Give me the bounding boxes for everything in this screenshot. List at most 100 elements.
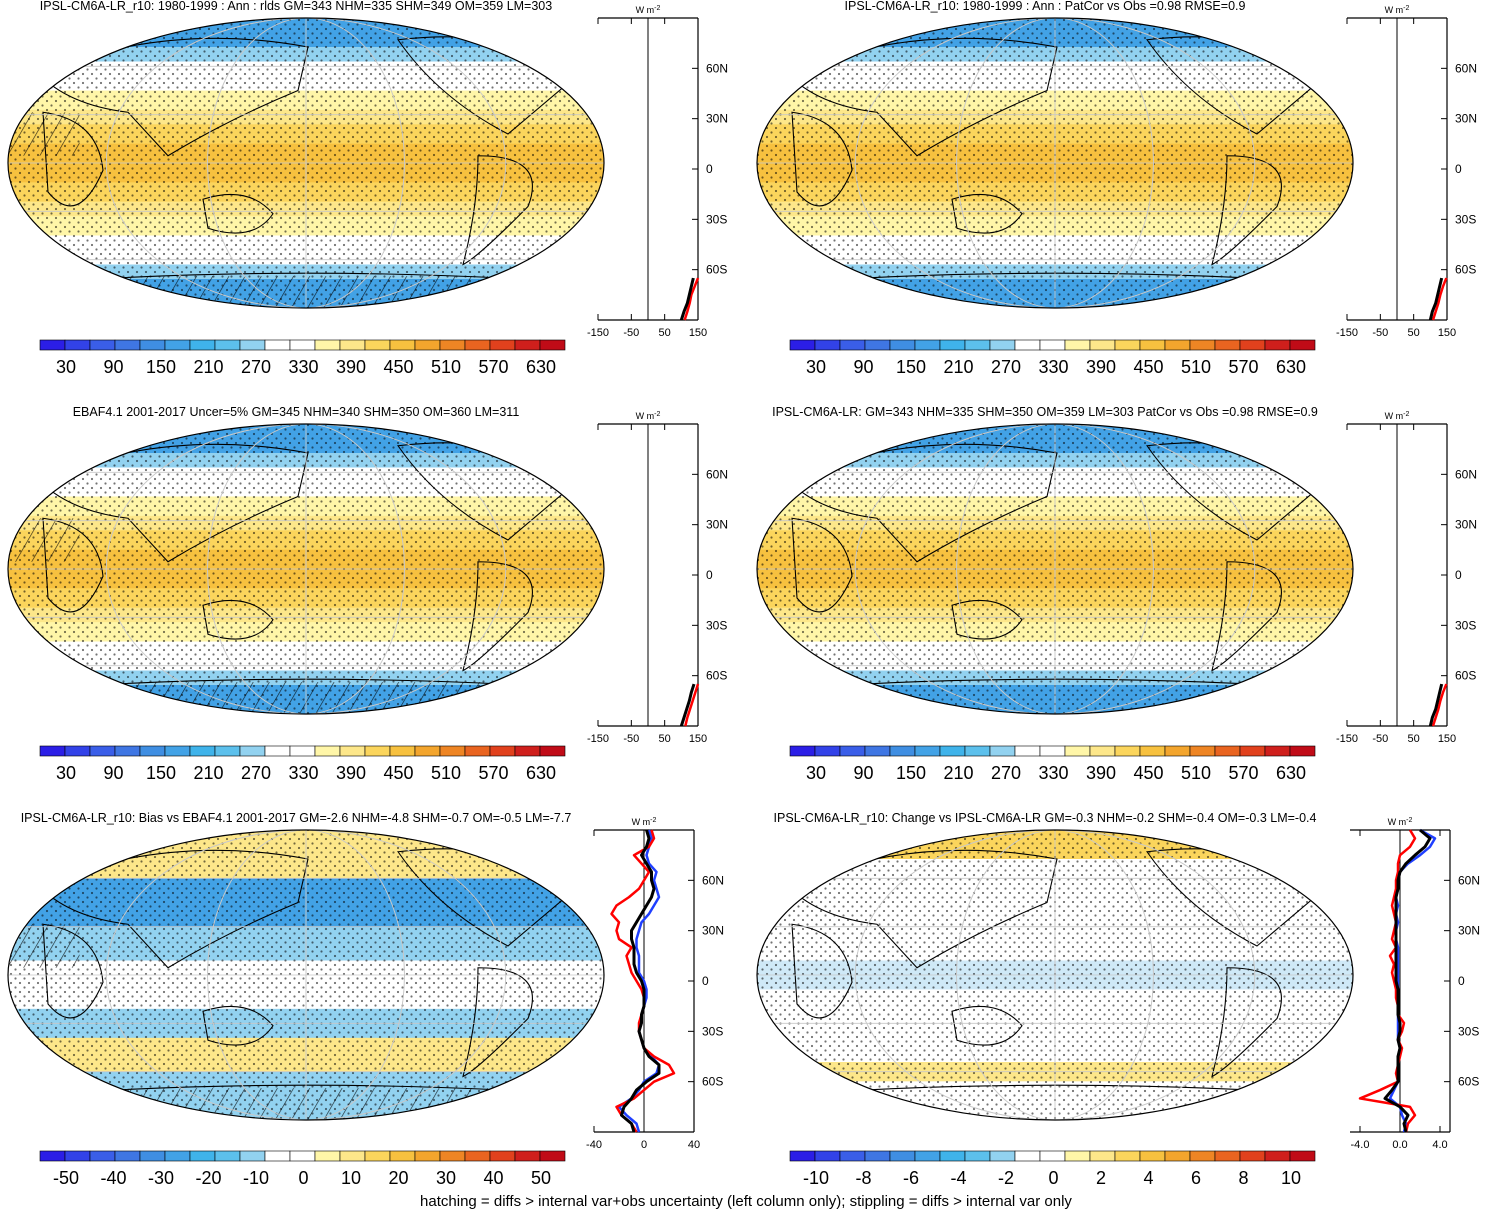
coastline <box>791 923 853 1019</box>
colorbar-tick-label: 10 <box>1281 1168 1301 1188</box>
profile-ytick-label: 30N <box>1455 112 1477 126</box>
colorbar-tick-label: 0 <box>298 1168 308 1188</box>
colorbar-box <box>514 745 541 757</box>
map-border <box>7 829 605 1121</box>
panel-6: IPSL-CM6A-LR_r10: Change vs IPSL-CM6A-LR… <box>756 811 1480 1188</box>
colorbar-tick-label: 570 <box>478 763 508 783</box>
colorbar-box <box>1139 339 1166 351</box>
colorbar: -50 -40 -30 -20 -10 0 10 20 30 40 50 <box>39 1150 566 1188</box>
coastline <box>42 923 104 1019</box>
colorbar-tick-label: 390 <box>336 357 366 377</box>
coastline <box>37 849 309 969</box>
colorbar-tick-label: 10 <box>341 1168 361 1188</box>
map-border <box>756 17 1354 309</box>
colorbar-box <box>239 1150 266 1162</box>
meridian <box>854 830 1256 1120</box>
colorbar-box <box>89 745 116 757</box>
colorbar-tick-label: 90 <box>853 357 873 377</box>
map-border <box>7 423 605 715</box>
colorbar-box <box>1214 339 1241 351</box>
colorbar-tick-label: 210 <box>193 357 223 377</box>
colorbar-box <box>789 339 816 351</box>
profile-xtick-label: -150 <box>587 733 609 745</box>
colorbar-box <box>964 745 991 757</box>
colorbar-box <box>64 1150 91 1162</box>
colorbar-tick-label: 450 <box>383 763 413 783</box>
profile-unit-label: W m-2 <box>632 817 657 828</box>
map-border <box>7 17 605 309</box>
colorbar-box <box>1289 339 1316 351</box>
profile-ytick-label: 0 <box>706 162 713 176</box>
profile-unit-label: W m-2 <box>636 5 661 16</box>
profile-ytick-label: 0 <box>1458 974 1465 988</box>
profile-ytick-label: 60S <box>706 669 727 683</box>
colorbar-tick-label: 150 <box>146 357 176 377</box>
profile-xtick-label: 150 <box>1438 327 1456 339</box>
colorbar: 30 90 150 210 270 330 390 450 510 570 630 <box>789 339 1316 377</box>
profile-ytick-label: 60S <box>702 1075 723 1089</box>
colorbar-box <box>839 339 866 351</box>
colorbar-tick-label: 510 <box>431 357 461 377</box>
profile-xtick-label: 50 <box>659 327 671 339</box>
colorbar-box <box>789 1150 816 1162</box>
profile-ytick-label: 30N <box>1455 518 1477 532</box>
colorbar-tick-label: 630 <box>1276 763 1306 783</box>
coastline <box>462 561 533 672</box>
colorbar-box <box>339 339 366 351</box>
profile-unit-exponent: -2 <box>1403 411 1409 418</box>
colorbar-tick-label: 6 <box>1191 1168 1201 1188</box>
profile-xtick-label: 150 <box>689 327 707 339</box>
profile-line-red <box>1431 683 1448 727</box>
profile-unit-label: W m-2 <box>1385 411 1410 422</box>
zonal-profile: W m-2 -150 -50 50 150 60N 30N 0 30S 60S <box>587 5 728 340</box>
colorbar-box <box>314 1150 341 1162</box>
profile-xtick-label: -50 <box>1372 327 1388 339</box>
profile-line-black <box>679 683 696 727</box>
colorbar-tick-label: 330 <box>1038 357 1068 377</box>
map <box>8 424 604 714</box>
colorbar-box <box>239 745 266 757</box>
colorbar-box <box>264 1150 291 1162</box>
profile-line-black <box>679 277 695 321</box>
coastline <box>791 111 853 207</box>
meridian <box>854 424 1256 714</box>
colorbar-box <box>1114 745 1141 757</box>
colorbar-tick-label: 570 <box>1228 763 1258 783</box>
profile-xtick-label: -150 <box>1336 733 1358 745</box>
colorbar-box <box>214 745 241 757</box>
colorbar-tick-label: 270 <box>991 357 1021 377</box>
coastline <box>1211 967 1282 1078</box>
profile-unit-label: W m-2 <box>1385 5 1410 16</box>
colorbar-box <box>914 745 941 757</box>
colorbar-box <box>164 339 191 351</box>
colorbar-box <box>1164 1150 1191 1162</box>
zonal-profile: W m-2 -150 -50 50 150 60N 30N 0 30S 60S <box>1336 411 1477 746</box>
colorbar-box <box>1139 745 1166 757</box>
colorbar-box <box>189 339 216 351</box>
colorbar-tick-label: 90 <box>103 357 123 377</box>
colorbar-tick-label: 2 <box>1096 1168 1106 1188</box>
coastline <box>202 1005 274 1046</box>
colorbar-tick-label: -8 <box>855 1168 871 1188</box>
colorbar-box <box>214 339 241 351</box>
colorbar-box <box>1014 745 1041 757</box>
profile-ytick-label: 60N <box>1455 467 1477 481</box>
colorbar-box <box>314 745 341 757</box>
colorbar-box <box>339 1150 366 1162</box>
panel-5: IPSL-CM6A-LR_r10: Bias vs EBAF4.1 2001-2… <box>7 811 724 1188</box>
profile-ytick-label: 60S <box>1455 669 1476 683</box>
profile-line-black <box>1428 683 1444 727</box>
meridian <box>956 18 1154 308</box>
colorbar-box <box>1064 339 1091 351</box>
colorbar-tick-label: -30 <box>148 1168 174 1188</box>
colorbar: 30 90 150 210 270 330 390 450 510 570 630 <box>789 745 1316 783</box>
meridian <box>207 830 405 1120</box>
colorbar-box <box>939 339 966 351</box>
profile-xtick-label: 50 <box>1408 327 1420 339</box>
colorbar-box <box>814 339 841 351</box>
profile-ytick-label: 30S <box>706 212 727 226</box>
colorbar-box <box>1189 1150 1216 1162</box>
colorbar-box <box>489 339 516 351</box>
colorbar-box <box>39 745 66 757</box>
colorbar-box <box>164 1150 191 1162</box>
